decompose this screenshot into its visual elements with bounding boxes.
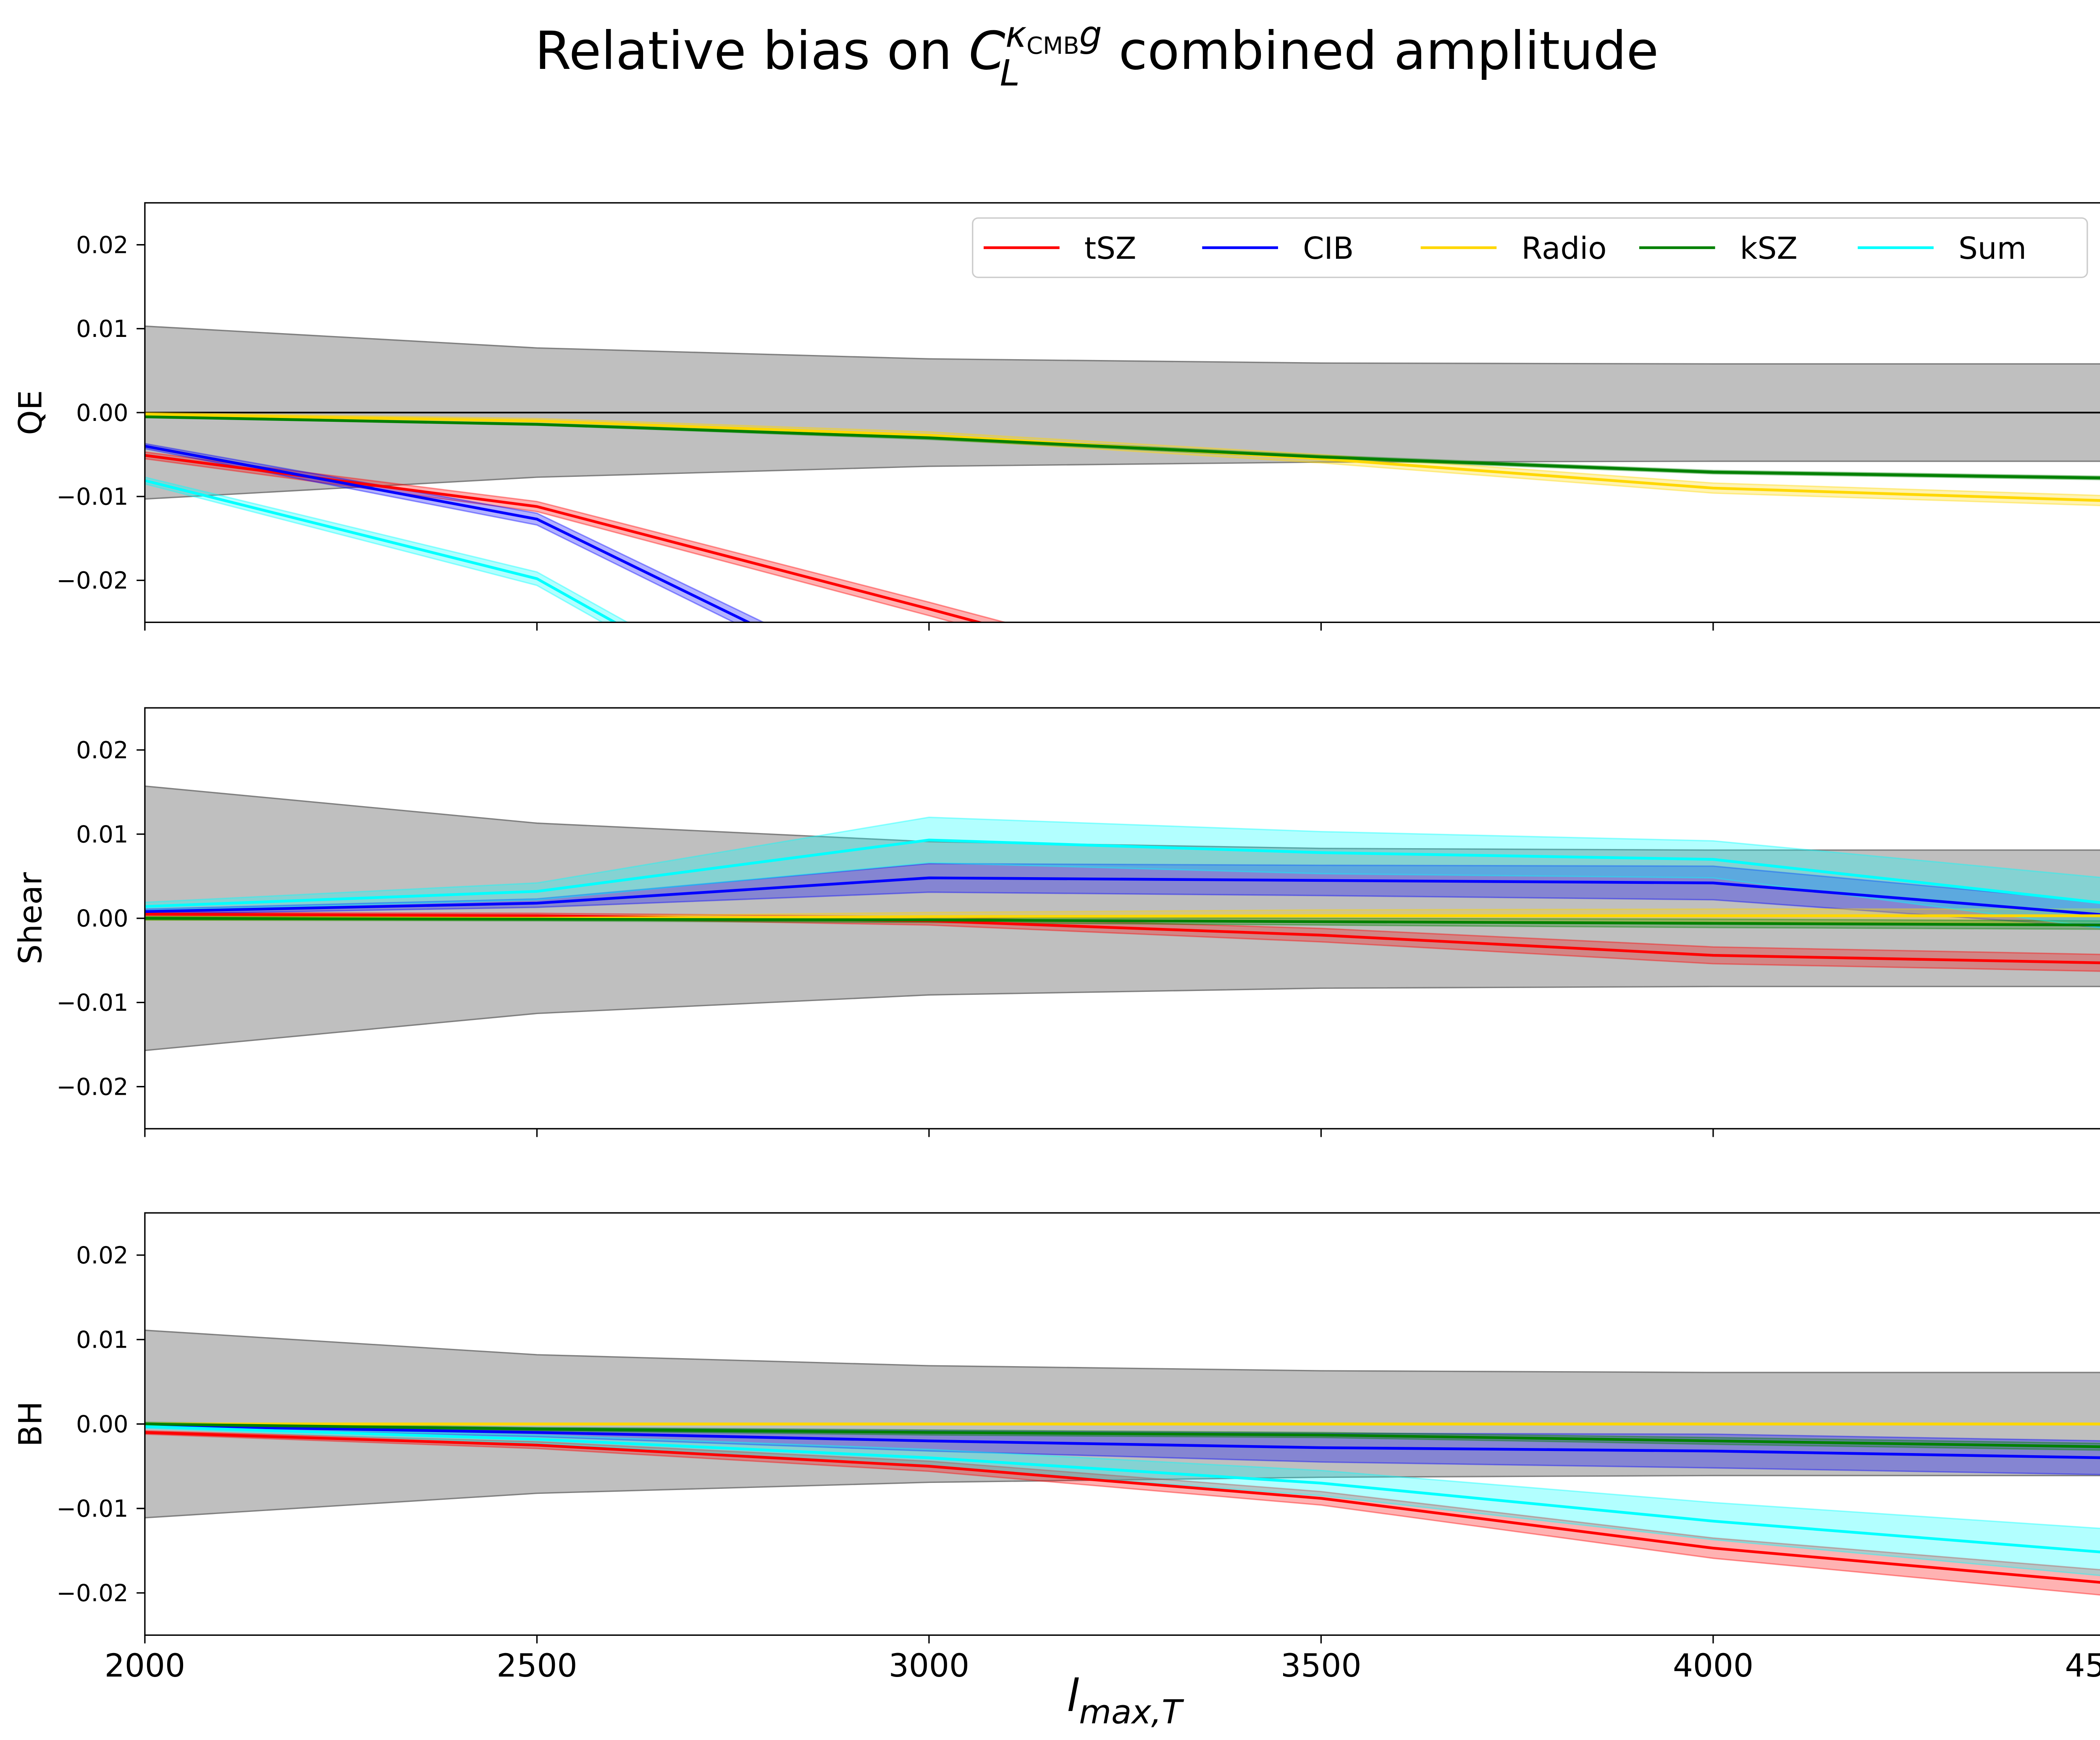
plot-area	[144, 325, 2100, 623]
error-band	[144, 443, 765, 623]
legend-label: tSZ	[1084, 231, 1137, 266]
y-tick-label: 0.01	[76, 315, 128, 343]
y-tick-label: −0.01	[56, 989, 128, 1017]
x-tick-label: 4500	[2065, 1647, 2100, 1684]
series-line	[144, 838, 2100, 908]
y-tick-label: 0.02	[76, 231, 128, 259]
series-line	[144, 1424, 2100, 1459]
y-tick-label: −0.02	[56, 567, 128, 594]
y-tick-label: 0.00	[76, 905, 128, 933]
series-line	[144, 454, 984, 623]
series-line	[144, 479, 618, 623]
y-axis-label: Shear	[12, 872, 49, 965]
x-tick-label: 3000	[889, 1647, 969, 1684]
panel: −0.02 −0.01 0.00 0.01 0.02 2000 2500 3000 3500 40…	[12, 1212, 2100, 1732]
x-label-subscript: max,T	[1079, 1693, 1184, 1732]
title-symbol: C	[969, 21, 1005, 81]
series-line	[144, 415, 2100, 479]
title-superscript: κ	[1005, 14, 1026, 56]
series-line	[144, 444, 752, 623]
series-line	[144, 876, 2100, 916]
y-tick-label: 0.00	[76, 400, 128, 427]
y-tick-label: 0.02	[76, 1242, 128, 1269]
x-tick-label: 4000	[1673, 1647, 1754, 1684]
error-band	[144, 816, 2100, 929]
plot-area	[144, 785, 2100, 1051]
series-line	[144, 912, 2100, 965]
error-band	[144, 476, 629, 623]
legend-label: Sum	[1958, 231, 2026, 266]
error-band	[144, 1430, 2100, 1596]
legend: tSZ CIB Radio kSZ Sum	[972, 217, 2088, 278]
x-label-symbol: l	[1067, 1670, 1079, 1722]
legend-label: CIB	[1303, 231, 1354, 266]
x-tick-label: 2500	[496, 1647, 577, 1684]
panel: −0.02 −0.01 0.00 0.01 0.02 Shear	[12, 707, 2100, 1137]
plot-area	[144, 1330, 2100, 1596]
legend-label: Radio	[1521, 231, 1606, 266]
chart-title: Relative bias on CκCMBg combined amplitu…	[535, 14, 1659, 82]
x-tick-label: 2000	[105, 1647, 185, 1684]
series-line	[144, 1431, 2100, 1584]
series-line	[144, 1425, 2100, 1553]
y-tick-label: 0.01	[76, 1326, 128, 1354]
panel: −0.02 −0.01 0.00 0.01 0.02 QE tSZ CIB Radio kSZ Su…	[12, 202, 2100, 631]
series-line	[144, 1422, 2100, 1448]
title-subscript: L	[1000, 53, 1020, 95]
title-superscript: CMB	[1026, 32, 1079, 60]
y-tick-label: −0.02	[56, 1073, 128, 1101]
x-tick-label: 3500	[1281, 1647, 1361, 1684]
error-band	[144, 863, 2100, 928]
title-text: Relative bias on	[535, 21, 969, 81]
error-band	[144, 1424, 2100, 1577]
title-superscript: g	[1079, 14, 1102, 56]
y-tick-label: −0.01	[56, 1496, 128, 1523]
y-axis-label: QE	[12, 390, 49, 435]
y-axis-label: BH	[12, 1401, 49, 1447]
y-tick-label: −0.02	[56, 1580, 128, 1607]
y-tick-label: 0.01	[76, 821, 128, 848]
error-band	[144, 1423, 2100, 1475]
series-line	[144, 917, 2100, 927]
legend-label: kSZ	[1740, 231, 1798, 266]
legend-frame	[972, 217, 2088, 278]
title-text: combined amplitude	[1102, 21, 1659, 81]
y-tick-label: 0.02	[76, 737, 128, 764]
y-tick-label: −0.01	[56, 484, 128, 511]
x-axis-label: lmax,T	[1067, 1670, 1184, 1732]
noise-band	[144, 785, 2100, 1051]
y-tick-label: 0.00	[76, 1411, 128, 1438]
